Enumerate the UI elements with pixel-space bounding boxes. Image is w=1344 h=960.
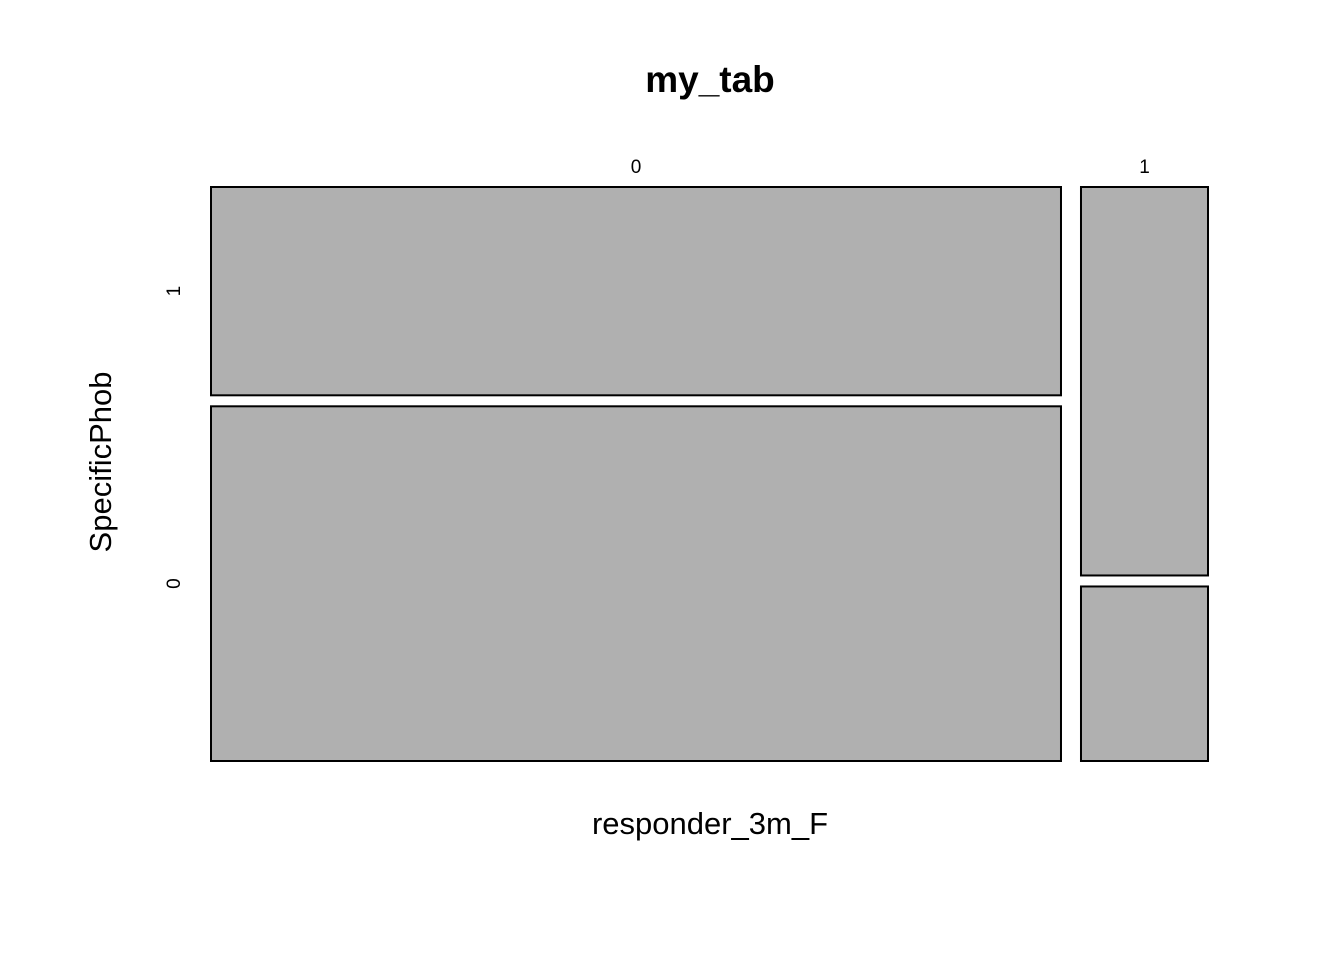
mosaic-tile-x1-y0: [1079, 585, 1209, 762]
y-tick-label-0: 0: [164, 578, 185, 589]
y-tick-labels: 01: [164, 286, 185, 589]
x-tick-label-1: 1: [1139, 157, 1150, 178]
y-tick-label-1: 1: [164, 286, 185, 297]
mosaic-tile-x1-y1: [1079, 186, 1209, 577]
mosaic-tiles: [210, 186, 1209, 762]
x-axis-label: responder_3m_F: [592, 806, 828, 841]
chart-title: my_tab: [645, 59, 775, 100]
y-axis-label: SpecificPhob: [83, 372, 118, 553]
mosaic-tile-x0-y1: [210, 186, 1062, 397]
mosaic-tile-x0-y0: [210, 405, 1062, 762]
x-tick-label-0: 0: [631, 157, 642, 178]
